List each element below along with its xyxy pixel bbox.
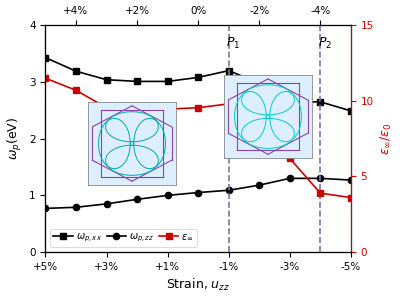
$\varepsilon_\infty$ — [104, 106, 109, 109]
$\omega_{p,zz}$ — [104, 202, 109, 206]
$\omega_{p,xx}$ — [226, 69, 231, 72]
$\omega_{p,xx}$ — [74, 69, 78, 73]
$\omega_{p,zz}$ — [226, 188, 231, 192]
$\omega_{p,zz}$ — [165, 193, 170, 197]
$\omega_{p,zz}$ — [74, 205, 78, 209]
Text: $P_2$: $P_2$ — [318, 36, 332, 51]
Legend: $\omega_{p,xx}$, $\omega_{p,zz}$, $\varepsilon_\infty$: $\omega_{p,xx}$, $\omega_{p,zz}$, $\vare… — [50, 228, 196, 247]
$\omega_{p,zz}$ — [135, 198, 140, 201]
$\omega_{p,xx}$ — [196, 76, 200, 79]
$\omega_{p,xx}$ — [318, 100, 323, 104]
$\varepsilon_\infty$ — [287, 157, 292, 160]
$\varepsilon_\infty$ — [165, 107, 170, 111]
$\varepsilon_\infty$ — [135, 107, 140, 111]
$\varepsilon_\infty$ — [226, 102, 231, 106]
$\omega_{p,xx}$ — [287, 100, 292, 104]
Y-axis label: $\varepsilon_\infty/\varepsilon_0$: $\varepsilon_\infty/\varepsilon_0$ — [379, 123, 394, 155]
Line: $\omega_{p,zz}$: $\omega_{p,zz}$ — [42, 175, 354, 211]
$\omega_{p,xx}$ — [135, 80, 140, 83]
Text: $P_1$: $P_1$ — [226, 36, 240, 51]
$\omega_{p,zz}$ — [287, 177, 292, 180]
$\varepsilon_\infty$ — [348, 196, 353, 199]
$\varepsilon_\infty$ — [196, 106, 200, 109]
$\omega_{p,zz}$ — [196, 191, 200, 194]
X-axis label: Strain, $u_{zz}$: Strain, $u_{zz}$ — [166, 277, 230, 293]
Line: $\varepsilon_\infty$: $\varepsilon_\infty$ — [42, 75, 354, 201]
$\omega_{p,xx}$ — [43, 56, 48, 60]
$\omega_{p,zz}$ — [43, 207, 48, 210]
Line: $\omega_{p,xx}$: $\omega_{p,xx}$ — [42, 54, 354, 114]
$\omega_{p,xx}$ — [348, 109, 353, 113]
$\omega_{p,zz}$ — [348, 178, 353, 182]
$\varepsilon_\infty$ — [43, 77, 48, 80]
$\omega_{p,xx}$ — [165, 80, 170, 83]
$\omega_{p,xx}$ — [257, 81, 262, 85]
$\varepsilon_\infty$ — [257, 122, 262, 125]
$\omega_{p,xx}$ — [104, 78, 109, 82]
Y-axis label: $\omega_p$(eV): $\omega_p$(eV) — [6, 117, 24, 160]
$\omega_{p,zz}$ — [318, 177, 323, 180]
$\varepsilon_\infty$ — [74, 89, 78, 92]
$\varepsilon_\infty$ — [318, 191, 323, 195]
$\omega_{p,zz}$ — [257, 183, 262, 187]
